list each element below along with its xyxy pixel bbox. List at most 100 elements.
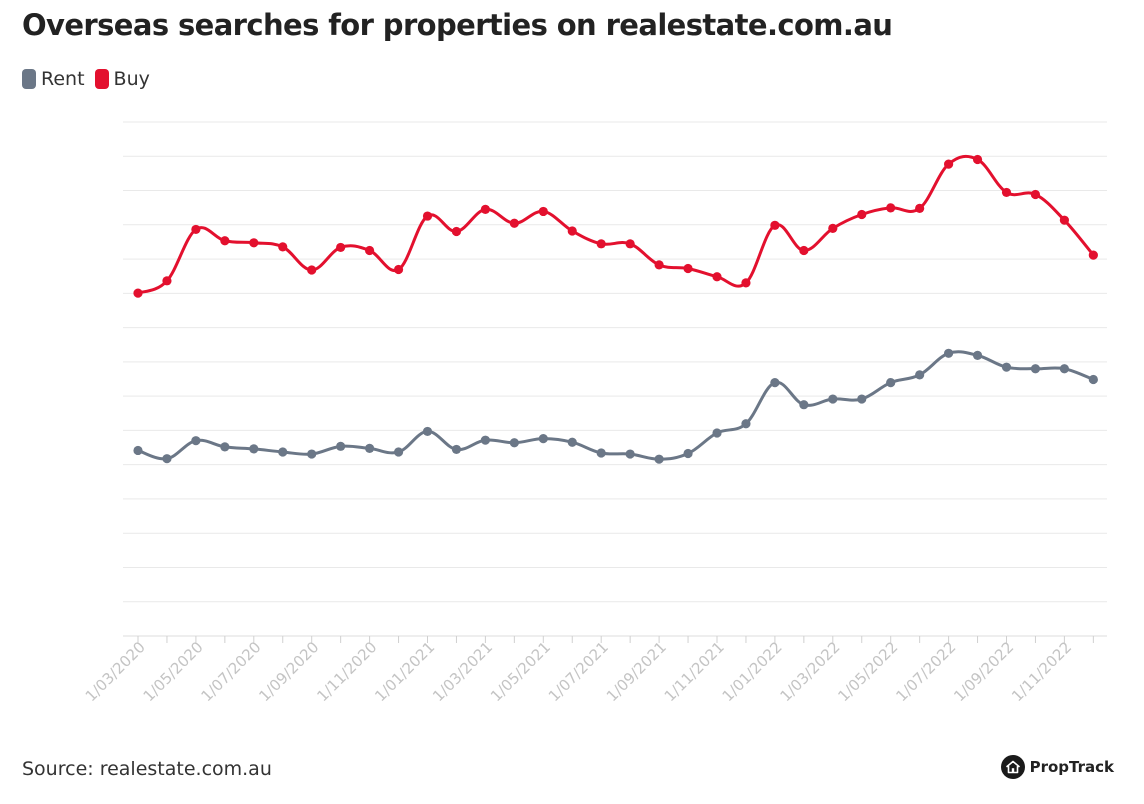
data-point-rent (191, 436, 201, 446)
x-tick-label: 1/03/2020 (82, 638, 149, 705)
data-point-buy (451, 226, 462, 237)
data-point-rent (654, 454, 664, 464)
brand-name: PropTrack (1029, 758, 1114, 776)
data-point-buy (741, 278, 751, 288)
x-tick-label: 1/11/2021 (661, 638, 728, 705)
data-point-buy (480, 204, 490, 214)
data-point-buy (915, 203, 925, 213)
data-point-rent (1001, 362, 1012, 372)
data-point-rent (1059, 364, 1069, 374)
data-point-buy (596, 239, 606, 249)
x-tick-label: 1/03/2021 (429, 638, 496, 705)
data-point-buy (422, 211, 433, 221)
x-tick-label: 1/03/2022 (777, 638, 844, 705)
data-point-rent (625, 449, 635, 459)
x-axis-tick-labels: 1/03/20201/05/20201/07/20201/09/20201/11… (82, 638, 1076, 705)
x-tick-label: 1/01/2022 (719, 638, 786, 705)
data-point-rent (799, 400, 809, 410)
legend: Rent Buy (22, 68, 150, 90)
legend-swatch-buy (94, 69, 109, 89)
data-point-buy (567, 226, 577, 236)
data-point-buy (683, 263, 693, 274)
brand-logo: PropTrack (1000, 755, 1114, 779)
legend-item-rent[interactable]: Rent (22, 68, 85, 90)
chart-title: Overseas searches for properties on real… (22, 8, 893, 42)
x-tick-label: 1/09/2021 (603, 638, 670, 705)
data-point-buy (509, 218, 519, 228)
x-tick-label: 1/05/2020 (140, 638, 207, 705)
data-point-rent (915, 370, 925, 380)
data-point-rent (278, 447, 288, 457)
house-icon (1000, 755, 1025, 779)
legend-swatch-rent (22, 69, 36, 89)
data-point-buy (249, 238, 259, 248)
data-point-rent (480, 435, 490, 445)
x-tick-label: 1/05/2022 (834, 638, 901, 705)
data-point-buy (972, 154, 983, 165)
data-point-buy (799, 245, 809, 256)
data-point-buy (278, 242, 288, 252)
data-point-rent (307, 449, 317, 459)
data-point-rent (538, 434, 548, 444)
data-point-rent (249, 444, 259, 454)
data-point-buy (944, 159, 954, 169)
x-tick-label: 1/01/2021 (371, 638, 438, 705)
data-point-rent (451, 444, 462, 455)
legend-label-rent: Rent (41, 68, 85, 90)
x-tick-label: 1/07/2022 (892, 638, 959, 705)
data-point-buy (1088, 250, 1098, 260)
data-point-buy (770, 220, 780, 230)
data-point-buy (162, 276, 172, 286)
data-point-buy (625, 239, 635, 249)
data-point-rent (857, 394, 867, 404)
data-point-rent (1088, 374, 1098, 385)
data-point-rent (133, 445, 143, 456)
x-tick-label: 1/11/2020 (313, 638, 380, 705)
data-point-buy (857, 209, 867, 220)
data-point-buy (191, 224, 201, 235)
data-point-rent (683, 448, 693, 459)
data-point-buy (1001, 187, 1012, 198)
data-point-buy (654, 260, 664, 270)
data-point-rent (741, 419, 751, 429)
data-point-rent (1030, 364, 1041, 374)
gridlines (123, 121, 1107, 637)
legend-item-buy[interactable]: Buy (94, 68, 150, 90)
data-point-buy (828, 223, 838, 233)
data-point-buy (336, 242, 346, 253)
data-point-buy (307, 265, 317, 275)
data-point-rent (509, 438, 519, 448)
data-point-rent (596, 448, 606, 458)
data-point-buy (1030, 189, 1041, 200)
x-tick-label: 1/05/2021 (487, 638, 554, 705)
series-line-buy (136, 154, 1095, 295)
x-tick-label: 1/09/2020 (255, 638, 322, 705)
data-point-buy (393, 264, 404, 275)
data-point-rent (770, 377, 780, 388)
data-point-rent (712, 428, 722, 438)
x-tick-label: 1/09/2022 (950, 638, 1017, 705)
source-note: Source: realestate.com.au (22, 758, 272, 780)
data-point-rent (828, 394, 838, 404)
data-point-buy (1059, 215, 1069, 225)
data-point-buy (365, 245, 375, 256)
x-tick-label: 1/11/2022 (1008, 638, 1075, 705)
data-point-buy (886, 203, 896, 213)
data-point-rent (422, 426, 433, 437)
series-line-rent (136, 350, 1095, 461)
data-point-buy (712, 272, 722, 282)
x-tick-label: 1/07/2020 (198, 638, 265, 705)
data-point-rent (393, 447, 404, 457)
data-point-buy (133, 288, 143, 298)
data-point-rent (365, 443, 375, 453)
data-point-rent (220, 442, 230, 452)
series-points (133, 154, 1098, 464)
x-tick-label: 1/07/2021 (545, 638, 612, 705)
x-axis-ticks (137, 636, 1094, 643)
data-point-rent (336, 441, 346, 451)
data-point-buy (220, 236, 230, 246)
data-point-rent (972, 350, 983, 360)
data-point-rent (944, 348, 954, 358)
series-lines (136, 154, 1095, 461)
